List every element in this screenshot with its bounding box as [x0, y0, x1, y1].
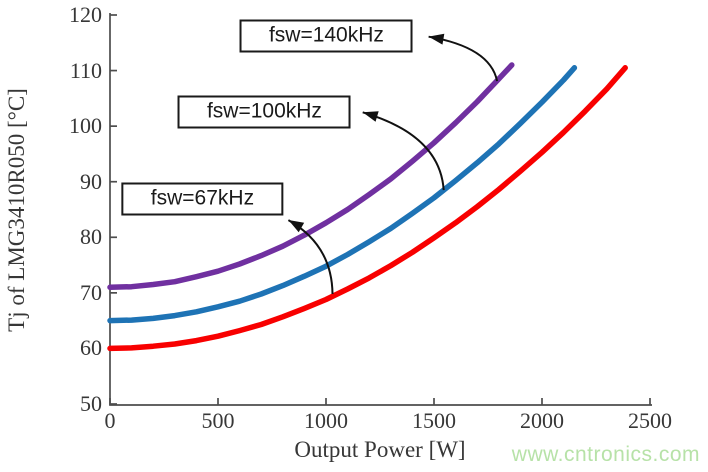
annotation-arrowhead	[288, 220, 305, 233]
annotation-arrowhead	[362, 111, 379, 122]
y-tick-label: 60	[80, 335, 102, 361]
x-axis-title: Output Power [W]	[294, 437, 466, 462]
x-tick-label: 500	[201, 408, 235, 433]
y-tick-label: 120	[69, 2, 102, 27]
x-tick-label: 1000	[304, 408, 348, 433]
annotation-arrow-line	[362, 111, 445, 191]
x-tick-label: 0	[104, 408, 116, 433]
annotation-arrow-line	[428, 35, 499, 82]
y-tick-label: 110	[69, 57, 102, 83]
y-tick-label: 100	[69, 113, 102, 139]
y-tick-label: 90	[80, 168, 102, 194]
series-curve-fsw-67khz	[107, 65, 628, 352]
x-tick-label: 2000	[520, 408, 564, 433]
watermark: www.cntronics.com	[511, 443, 700, 466]
series-label-box: fsw=140kHz	[239, 19, 413, 53]
series-curve-fsw-140khz	[107, 62, 515, 291]
y-axis-title: Tj of LMG3410R050 [°C]	[4, 88, 29, 332]
x-tick-label: 1500	[412, 408, 456, 433]
annotation-arrowhead	[428, 33, 445, 45]
series-label-box: fsw=100kHz	[177, 95, 351, 129]
y-tick-label: 70	[80, 279, 102, 305]
series-label-box: fsw=67kHz	[121, 182, 284, 216]
x-tick-label: 2500	[628, 408, 672, 433]
y-tick-label: 50	[80, 391, 102, 416]
y-tick-label: 80	[80, 224, 102, 250]
series-curve-fsw-100khz	[107, 65, 578, 324]
